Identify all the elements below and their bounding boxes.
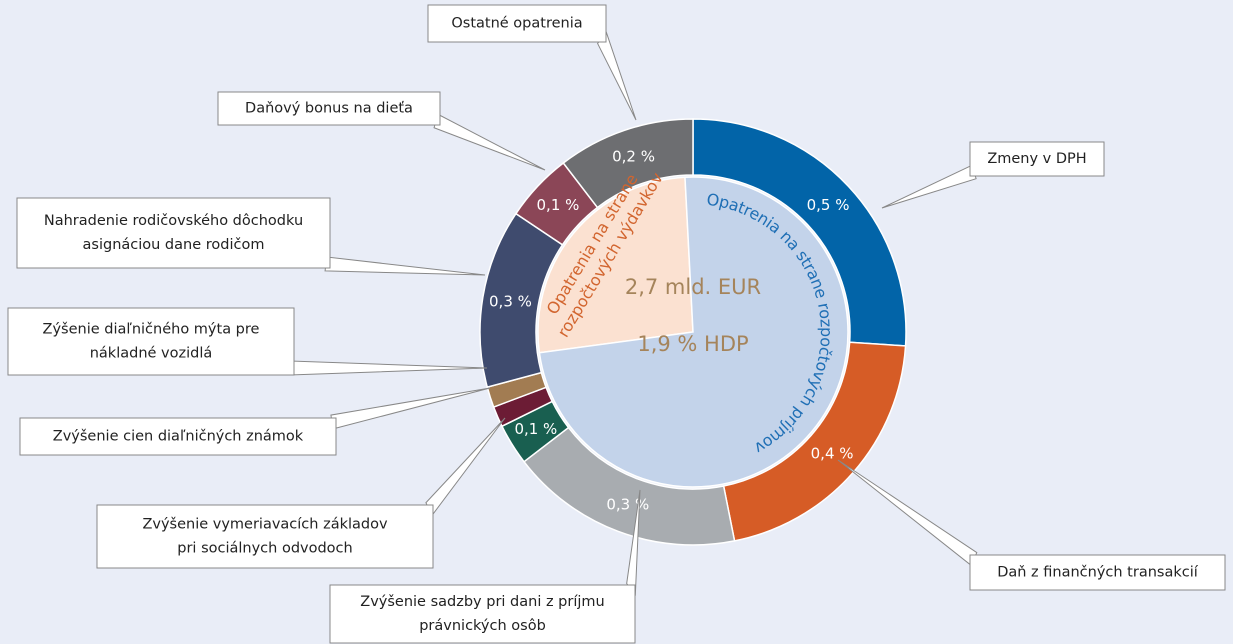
- callout-box: [969, 141, 1105, 177]
- callout-box: [969, 554, 1226, 591]
- segment: [537, 176, 694, 354]
- callout-label: Zmeny v DPH: [987, 151, 1086, 167]
- callout-label: Daňový bonus na dieťa: [245, 101, 413, 117]
- data-label: 0,4 %: [811, 444, 854, 462]
- callout-label: právnických osôb: [419, 618, 546, 634]
- callout-box: [329, 584, 636, 644]
- callout-pointer: [288, 360, 488, 376]
- callout-label: Zýšenie diaľničného mýta pre: [43, 322, 260, 338]
- callout-label: pri sociálnych odvodoch: [177, 541, 352, 557]
- segment: [562, 118, 694, 209]
- callout-box: [16, 197, 331, 269]
- callout-box: [427, 4, 607, 43]
- data-label: 0,1 %: [537, 196, 580, 214]
- callout-label: Zvýšenie sadzby pri dani z príjmu: [360, 594, 604, 610]
- callout-pointer: [425, 417, 506, 517]
- donut: 0,5 %0,4 %0,3 %0,1 %0,3 %0,1 %0,2 %Opatr…: [479, 118, 907, 546]
- data-label: 0,3 %: [489, 292, 532, 310]
- data-label: 0,1 %: [514, 420, 557, 438]
- callout-box: [19, 417, 337, 456]
- callout-label: Zvýšenie vymeriavacích základov: [142, 517, 388, 533]
- callout-pointer: [330, 387, 491, 430]
- callout-label: asignáciou dane rodičom: [83, 237, 265, 253]
- callout-pointer: [433, 113, 546, 171]
- data-label: 0,3 %: [606, 496, 649, 514]
- callout-pointer: [837, 459, 978, 567]
- callout-label: Nahradenie rodičovského dôchodku: [44, 213, 303, 229]
- callout-pointer: [596, 31, 637, 121]
- callouts: Zmeny v DPH Daň z finančných transakcií Zv…: [7, 4, 1226, 644]
- callout-pointer: [324, 256, 486, 276]
- callout-box: [7, 307, 295, 376]
- data-label: 0,5 %: [807, 196, 850, 214]
- callout-box: [96, 504, 434, 569]
- center-text: 1,9 % HDP: [637, 332, 748, 356]
- callout-box: [217, 91, 441, 126]
- callout-label: Daň z finančných transakcií: [997, 565, 1199, 581]
- callout-label: nákladné vozidlá: [90, 346, 213, 362]
- callout-label: Ostatné opatrenia: [451, 16, 582, 32]
- center-text: 2,7 mld. EUR: [625, 275, 761, 299]
- data-label: 0,2 %: [612, 147, 655, 165]
- callout-label: Zvýšenie cien diaľničných známok: [53, 429, 304, 445]
- callout-pointer: [881, 164, 977, 209]
- segment: [538, 176, 849, 488]
